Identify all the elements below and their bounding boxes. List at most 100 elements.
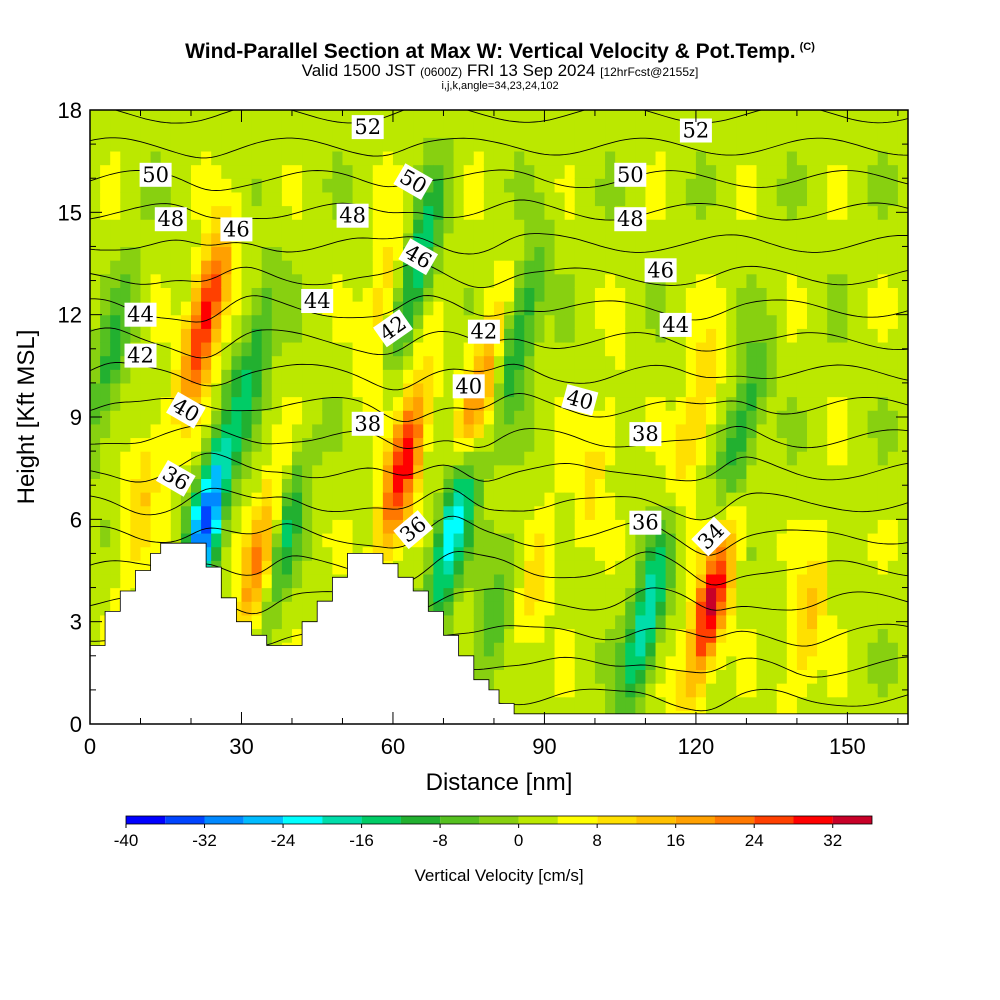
velocity-cell xyxy=(877,451,889,466)
velocity-cell xyxy=(534,669,546,684)
velocity-cell xyxy=(372,219,384,234)
velocity-cell xyxy=(685,287,697,302)
velocity-cell xyxy=(817,423,828,439)
velocity-cell xyxy=(756,532,768,548)
velocity-cell xyxy=(241,314,253,329)
colorbar-tick-label: 24 xyxy=(745,831,764,850)
velocity-cell xyxy=(382,532,394,548)
velocity-cell xyxy=(524,232,535,248)
velocity-cell xyxy=(281,451,293,466)
velocity-cell xyxy=(776,683,788,698)
velocity-cell xyxy=(342,451,354,466)
velocity-cell xyxy=(372,396,384,411)
velocity-cell xyxy=(251,178,263,193)
velocity-cell xyxy=(817,260,828,275)
velocity-cell xyxy=(90,532,101,548)
velocity-cell xyxy=(605,369,616,384)
colorbar-tick-label: -40 xyxy=(114,831,139,850)
velocity-cell xyxy=(685,355,697,370)
velocity-cell xyxy=(584,205,596,220)
velocity-cell xyxy=(180,369,192,384)
velocity-cell xyxy=(221,260,232,275)
velocity-cell xyxy=(524,123,535,138)
velocity-cell xyxy=(241,532,253,548)
contour-label-text: 36 xyxy=(632,511,659,535)
velocity-cell xyxy=(716,137,727,152)
velocity-cell xyxy=(857,123,869,138)
velocity-cell xyxy=(847,492,859,507)
velocity-cell xyxy=(594,273,606,288)
velocity-cell xyxy=(524,205,535,220)
velocity-cell xyxy=(877,601,889,616)
velocity-cell xyxy=(847,219,859,234)
velocity-cell xyxy=(201,110,212,125)
velocity-cell xyxy=(716,232,727,248)
velocity-cell xyxy=(211,492,222,507)
velocity-cell xyxy=(130,492,142,507)
velocity-cell xyxy=(766,355,778,370)
velocity-cell xyxy=(100,601,111,616)
velocity-cell xyxy=(433,382,445,398)
velocity-cell xyxy=(261,273,273,288)
contour-label-box xyxy=(336,203,369,228)
velocity-cell xyxy=(665,396,677,411)
velocity-cell xyxy=(796,314,808,329)
velocity-cell xyxy=(504,492,515,507)
velocity-cell xyxy=(403,451,414,466)
velocity-cell xyxy=(625,273,636,288)
contour-label-box xyxy=(629,422,662,447)
velocity-cell xyxy=(897,464,908,479)
velocity-cell xyxy=(342,341,354,357)
velocity-cell xyxy=(847,532,859,548)
velocity-cell xyxy=(90,246,101,261)
velocity-cell xyxy=(473,355,485,370)
velocity-cell xyxy=(473,437,485,452)
velocity-cell xyxy=(483,587,495,602)
velocity-cell xyxy=(463,546,475,561)
velocity-cell xyxy=(271,382,283,398)
velocity-cell xyxy=(726,191,737,207)
velocity-cell xyxy=(201,492,212,507)
velocity-cell xyxy=(635,314,647,329)
velocity-cell xyxy=(877,110,889,125)
velocity-cell xyxy=(403,560,414,575)
velocity-cell xyxy=(776,492,788,507)
velocity-cell xyxy=(564,219,576,234)
velocity-cell xyxy=(887,314,899,329)
velocity-cell xyxy=(695,150,707,166)
velocity-cell xyxy=(483,164,495,179)
velocity-cell xyxy=(776,260,788,275)
velocity-cell xyxy=(594,478,606,493)
velocity-cell xyxy=(827,205,838,220)
y-tick-label: 15 xyxy=(58,200,82,225)
velocity-cell xyxy=(483,260,495,275)
velocity-cell xyxy=(271,628,283,643)
velocity-cell xyxy=(665,232,677,248)
colorbar-swatch xyxy=(361,816,401,824)
velocity-cell xyxy=(211,519,222,534)
velocity-cell xyxy=(645,314,657,329)
velocity-cell xyxy=(514,505,525,520)
velocity-cell xyxy=(312,437,323,452)
velocity-cell xyxy=(90,451,101,466)
velocity-cell xyxy=(120,273,131,288)
velocity-cell xyxy=(453,110,465,125)
velocity-cell xyxy=(544,519,556,534)
velocity-cell xyxy=(706,355,717,370)
velocity-cell xyxy=(514,301,525,316)
velocity-cell xyxy=(241,137,253,152)
velocity-cell xyxy=(776,314,788,329)
velocity-cell xyxy=(443,519,455,534)
velocity-cell xyxy=(847,355,859,370)
velocity-cell xyxy=(413,396,424,411)
velocity-cell xyxy=(524,410,535,425)
velocity-cell xyxy=(160,382,172,398)
velocity-cell xyxy=(766,560,778,575)
velocity-cell xyxy=(463,355,475,370)
velocity-cell xyxy=(716,573,727,589)
velocity-cell xyxy=(514,314,525,329)
isentrope-46 xyxy=(90,295,908,323)
velocity-cell xyxy=(796,260,808,275)
velocity-cell xyxy=(453,437,465,452)
velocity-cell xyxy=(554,532,566,548)
